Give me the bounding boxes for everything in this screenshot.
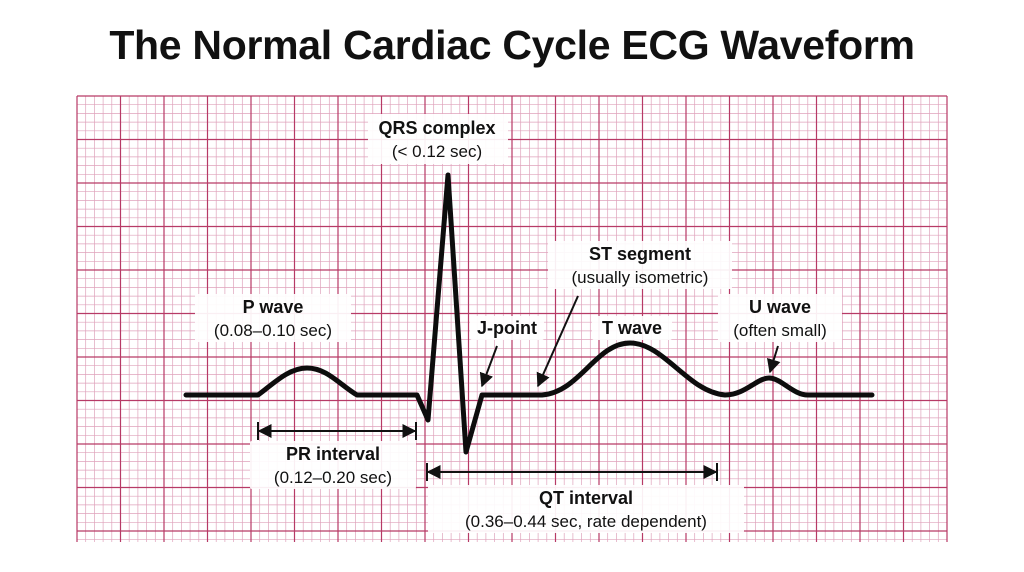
u-wave-detail: (often small) — [733, 321, 827, 340]
interval-ticks — [257, 422, 718, 481]
pr-interval-detail: (0.12–0.20 sec) — [274, 468, 392, 487]
p-wave-label: P wave — [243, 297, 304, 317]
ecg-waveform-line — [183, 172, 875, 455]
label-backdrops — [195, 114, 842, 533]
qt-interval-detail: (0.36–0.44 sec, rate dependent) — [465, 512, 707, 531]
diagram-title: The Normal Cardiac Cycle ECG Waveform — [109, 22, 915, 68]
u-wave-label: U wave — [749, 297, 811, 317]
annotation-labels: QRS complex (< 0.12 sec) ST segment (usu… — [214, 118, 827, 531]
j-point-arrow — [479, 345, 498, 388]
j-point-label: J-point — [477, 318, 537, 338]
u-wave-arrow — [767, 345, 781, 374]
qt-interval-label: QT interval — [539, 488, 633, 508]
pr-interval-label: PR interval — [286, 444, 380, 464]
st-segment-detail: (usually isometric) — [572, 268, 709, 287]
st-segment-label: ST segment — [589, 244, 691, 264]
p-wave-detail: (0.08–0.10 sec) — [214, 321, 332, 340]
st-segment-arrow — [536, 295, 579, 388]
annotation-arrows — [257, 295, 781, 479]
qrs-complex-detail: (< 0.12 sec) — [392, 142, 482, 161]
t-wave-label: T wave — [602, 318, 662, 338]
qrs-complex-label: QRS complex — [378, 118, 495, 138]
